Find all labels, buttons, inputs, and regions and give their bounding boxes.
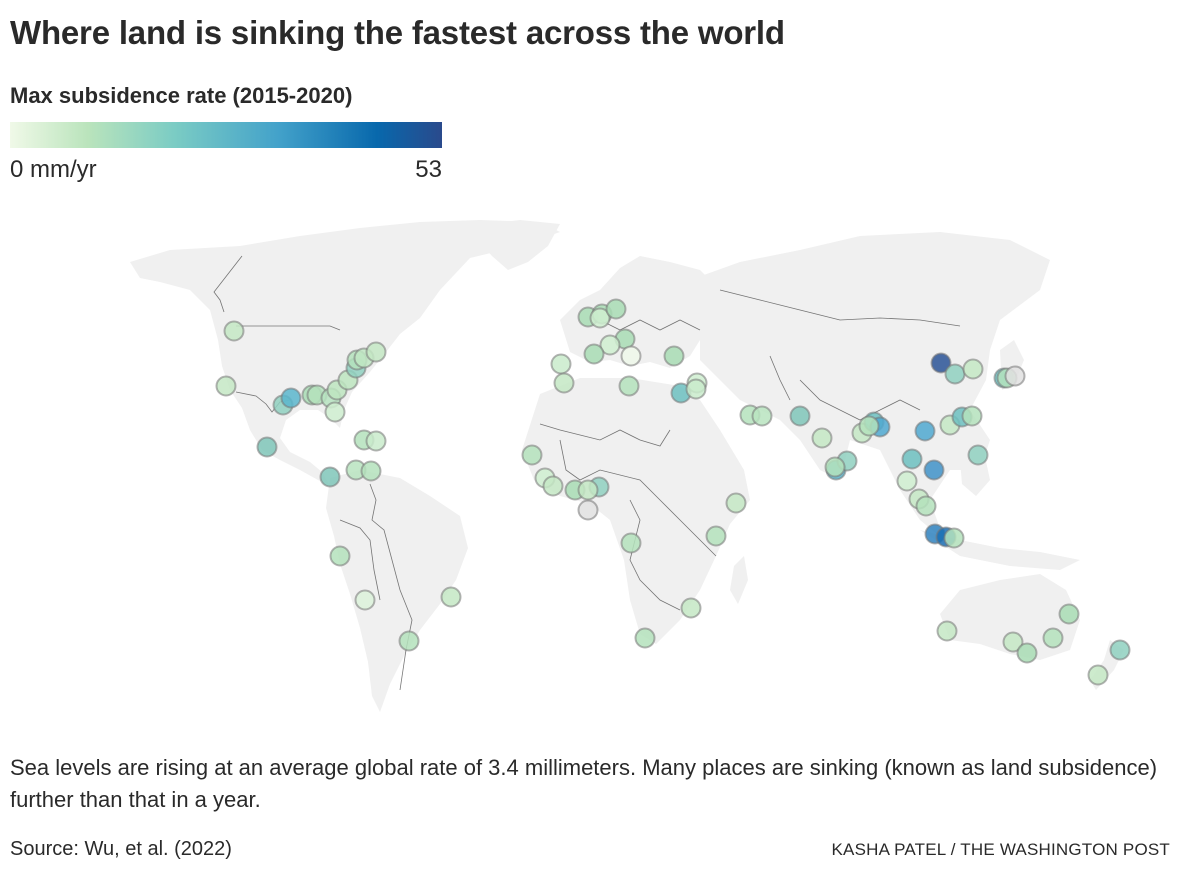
subsidence-point[interactable] — [577, 499, 599, 521]
subsidence-point[interactable] — [1109, 639, 1131, 661]
subsidence-point[interactable] — [1016, 642, 1038, 664]
subsidence-point[interactable] — [1002, 631, 1024, 653]
subsidence-point[interactable] — [620, 345, 642, 367]
subsidence-point[interactable] — [936, 620, 958, 642]
subsidence-point[interactable] — [360, 460, 382, 482]
legend-color-ramp — [10, 122, 442, 148]
subsidence-point[interactable] — [930, 352, 952, 374]
subsidence-point[interactable] — [329, 545, 351, 567]
credit-text: KASHA PATEL / THE WASHINGTON POST — [831, 840, 1170, 859]
subsidence-point[interactable] — [811, 427, 833, 449]
subsidence-point[interactable] — [583, 343, 605, 365]
world-map — [130, 220, 1131, 712]
legend-min-label: 0 mm/yr — [10, 156, 97, 183]
subsidence-point[interactable] — [634, 627, 656, 649]
subsidence-point[interactable] — [280, 387, 302, 409]
subsidence-point[interactable] — [685, 378, 707, 400]
subsidence-point[interactable] — [896, 470, 918, 492]
legend-max-label: 53 — [415, 156, 442, 183]
subsidence-point[interactable] — [599, 334, 621, 356]
subsidence-point[interactable] — [1087, 664, 1109, 686]
source-text: Source: Wu, et al. (2022) — [10, 838, 232, 860]
subsidence-point[interactable] — [542, 475, 564, 497]
subsidence-point[interactable] — [944, 363, 966, 385]
subsidence-point[interactable] — [680, 597, 702, 619]
subsidence-point[interactable] — [663, 345, 685, 367]
subsidence-point[interactable] — [550, 353, 572, 375]
caption-text: Sea levels are rising at an average glob… — [10, 755, 1158, 812]
subsidence-point[interactable] — [1058, 603, 1080, 625]
subsidence-point[interactable] — [215, 375, 237, 397]
land-masses — [130, 220, 1124, 712]
subsidence-point[interactable] — [553, 372, 575, 394]
subsidence-point[interactable] — [943, 527, 965, 549]
legend-title: Max subsidence rate (2015-2020) — [10, 83, 353, 108]
subsidence-point[interactable] — [256, 436, 278, 458]
subsidence-point[interactable] — [914, 420, 936, 442]
subsidence-point[interactable] — [961, 405, 983, 427]
subsidence-point[interactable] — [789, 405, 811, 427]
subsidence-point[interactable] — [365, 430, 387, 452]
subsidence-point[interactable] — [967, 444, 989, 466]
chart-title: Where land is sinking the fastest across… — [10, 14, 785, 51]
subsidence-point[interactable] — [324, 401, 346, 423]
subsidence-point[interactable] — [319, 466, 341, 488]
subsidence-point[interactable] — [440, 586, 462, 608]
subsidence-point[interactable] — [824, 456, 846, 478]
subsidence-point[interactable] — [962, 358, 984, 380]
subsidence-point[interactable] — [1004, 365, 1026, 387]
subsidence-point[interactable] — [223, 320, 245, 342]
subsidence-point[interactable] — [705, 525, 727, 547]
subsidence-point[interactable] — [915, 495, 937, 517]
subsidence-point[interactable] — [577, 479, 599, 501]
subsidence-point[interactable] — [751, 405, 773, 427]
subsidence-point[interactable] — [521, 444, 543, 466]
subsidence-point[interactable] — [398, 630, 420, 652]
subsidence-point[interactable] — [589, 307, 611, 329]
subsidence-point[interactable] — [725, 492, 747, 514]
subsidence-point[interactable] — [618, 375, 640, 397]
subsidence-points — [215, 298, 1131, 686]
subsidence-point[interactable] — [605, 298, 627, 320]
subsidence-point[interactable] — [901, 448, 923, 470]
country-borders — [213, 255, 961, 691]
subsidence-point[interactable] — [1042, 627, 1064, 649]
subsidence-point[interactable] — [354, 589, 376, 611]
subsidence-point[interactable] — [858, 415, 880, 437]
subsidence-point[interactable] — [365, 341, 387, 363]
subsidence-point[interactable] — [620, 532, 642, 554]
subsidence-point[interactable] — [923, 459, 945, 481]
